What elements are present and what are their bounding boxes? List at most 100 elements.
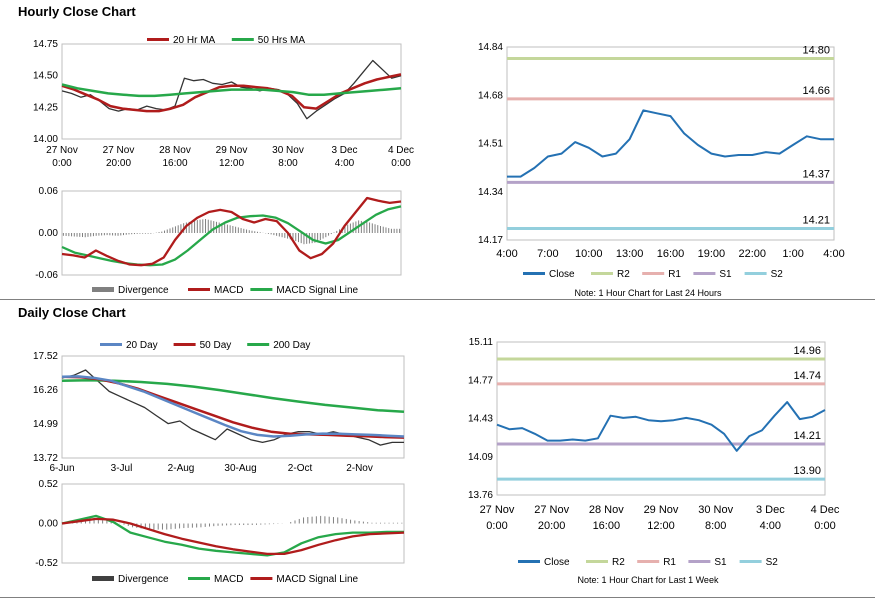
daily-macd-signal-line — [61, 517, 405, 556]
hourly-price-x-tick: 3 Dec — [331, 145, 357, 156]
hourly-levels-x-tick: 1:00 — [782, 248, 803, 260]
hourly-price-x-tick: 20:00 — [106, 158, 131, 169]
hourly-price-x-tick: 27 Nov — [46, 145, 78, 156]
daily-macd-plot — [61, 483, 405, 564]
hourly-levels-close-line — [507, 109, 834, 178]
hourly-section-title: Hourly Close Chart — [18, 4, 136, 19]
daily-levels-x-tick: 12:00 — [647, 520, 675, 532]
daily-macd-legend-label: MACD — [214, 574, 243, 585]
hourly-price-x-tick: 0:00 — [391, 158, 411, 169]
daily-levels-close-line — [496, 401, 826, 452]
hourly-levels-x-tick: 4:00 — [496, 248, 517, 260]
daily-price-ma200-line — [61, 378, 405, 414]
daily-levels-plot — [496, 341, 826, 496]
daily-levels-x-tick: 27 Nov — [534, 504, 569, 516]
daily-levels-note: Note: 1 Hour Chart for Last 1 Week — [578, 575, 719, 585]
hourly-macd-y-tick: 0.06 — [39, 186, 59, 197]
hourly-macd-legend-swatch — [92, 287, 114, 292]
hourly-levels-legend-label: R1 — [668, 269, 681, 280]
hourly-price-y-tick: 14.75 — [33, 39, 58, 50]
daily-levels-legend-label: Close — [544, 557, 570, 568]
daily-price-x-tick: 2-Aug — [168, 463, 195, 474]
hourly-macd-y-tick: 0.00 — [39, 228, 59, 239]
hourly-price-x-tick: 12:00 — [219, 158, 244, 169]
hourly-price-x-tick: 30 Nov — [272, 145, 304, 156]
daily-levels-r2-label: 14.96 — [793, 345, 821, 357]
hourly-levels-x-tick: 19:00 — [698, 248, 726, 260]
hourly-price-legend-label: 50 Hrs MA — [258, 35, 306, 46]
hourly-levels-plot — [506, 46, 835, 241]
hourly-macd-plot — [61, 190, 402, 276]
daily-price-x-tick: 6-Jun — [49, 463, 74, 474]
daily-levels-y-tick: 14.43 — [468, 414, 493, 425]
hourly-price-y-tick: 14.25 — [33, 102, 58, 113]
daily-macd-legend-swatch — [92, 576, 114, 581]
hourly-levels-legend-label: S2 — [771, 269, 784, 280]
daily-levels-x-tick: 3 Dec — [756, 504, 785, 516]
hourly-price-x-tick: 16:00 — [162, 158, 187, 169]
daily-levels-x-tick: 20:00 — [538, 520, 566, 532]
hourly-macd-legend-label: MACD — [214, 285, 243, 296]
hourly-price-x-tick: 0:00 — [52, 158, 72, 169]
hourly-price-x-tick: 28 Nov — [159, 145, 191, 156]
daily-levels-r1-label: 14.74 — [793, 370, 821, 382]
daily-levels-x-tick: 29 Nov — [644, 504, 679, 516]
daily-macd-legend-label: Divergence — [118, 574, 169, 585]
daily-levels-legend-label: R2 — [612, 557, 625, 568]
hourly-levels-r1-label: 14.66 — [802, 85, 830, 97]
hourly-levels-legend-label: R2 — [617, 269, 630, 280]
daily-macd-legend-label: MACD Signal Line — [276, 574, 358, 585]
hourly-levels-x-tick: 7:00 — [537, 248, 558, 260]
daily-macd-y-tick: 0.00 — [39, 519, 59, 530]
daily-levels-s1-label: 14.21 — [793, 430, 821, 442]
daily-levels-x-tick: 0:00 — [814, 520, 835, 532]
hourly-levels-legend-label: Close — [549, 269, 575, 280]
hourly-price-x-tick: 8:00 — [278, 158, 298, 169]
hourly-macd-y-tick: -0.06 — [35, 270, 58, 281]
daily-levels-legend-label: S1 — [714, 557, 727, 568]
daily-levels-y-tick: 13.76 — [468, 490, 493, 501]
daily-levels-legend-label: S2 — [766, 557, 779, 568]
daily-price-plot — [61, 355, 405, 459]
hourly-levels-r2-label: 14.80 — [802, 45, 830, 57]
hourly-levels-x-tick: 13:00 — [616, 248, 644, 260]
daily-levels-x-tick: 30 Nov — [698, 504, 733, 516]
hourly-price-ma20-line — [61, 73, 402, 113]
daily-price-ma20-line — [61, 375, 405, 438]
daily-levels-x-tick: 4:00 — [760, 520, 781, 532]
hourly-levels-y-tick: 14.84 — [478, 42, 503, 53]
daily-levels-x-tick: 4 Dec — [811, 504, 840, 516]
daily-levels-x-tick: 27 Nov — [480, 504, 515, 516]
hourly-price-x-tick: 27 Nov — [103, 145, 135, 156]
hourly-price-x-tick: 4:00 — [335, 158, 355, 169]
daily-price-legend-label: 200 Day — [273, 340, 310, 351]
daily-macd-y-tick: -0.52 — [35, 558, 58, 569]
daily-price-legend-label: 50 Day — [200, 340, 232, 351]
daily-levels-x-tick: 16:00 — [593, 520, 621, 532]
daily-section-title: Daily Close Chart — [18, 305, 126, 320]
hourly-levels-y-tick: 14.51 — [478, 139, 503, 150]
daily-price-legend-label: 20 Day — [126, 340, 158, 351]
hourly-levels-note: Note: 1 Hour Chart for Last 24 Hours — [574, 288, 722, 298]
hourly-price-x-tick: 4 Dec — [388, 145, 414, 156]
hourly-levels-s2-label: 14.21 — [802, 214, 830, 226]
daily-price-x-tick: 30-Aug — [224, 463, 256, 474]
hourly-macd-line — [61, 196, 402, 267]
daily-price-y-tick: 16.26 — [33, 385, 58, 396]
daily-price-x-tick: 3-Jul — [111, 463, 133, 474]
hourly-levels-x-tick: 16:00 — [657, 248, 685, 260]
daily-macd-line — [61, 514, 404, 557]
daily-macd-y-tick: 0.52 — [39, 479, 59, 490]
daily-price-x-tick: 2-Nov — [346, 463, 373, 474]
hourly-price-ma50-line — [61, 83, 402, 98]
hourly-levels-s1-label: 14.37 — [802, 168, 830, 180]
daily-levels-y-tick: 14.77 — [468, 375, 493, 386]
hourly-levels-x-tick: 10:00 — [575, 248, 603, 260]
hourly-levels-y-tick: 14.17 — [478, 235, 503, 246]
hourly-levels-legend-label: S1 — [719, 269, 732, 280]
hourly-macd-legend-label: Divergence — [118, 285, 169, 296]
hourly-macd-legend-label: MACD Signal Line — [276, 285, 358, 296]
hourly-levels-y-tick: 14.34 — [478, 187, 503, 198]
section-divider — [0, 299, 875, 300]
